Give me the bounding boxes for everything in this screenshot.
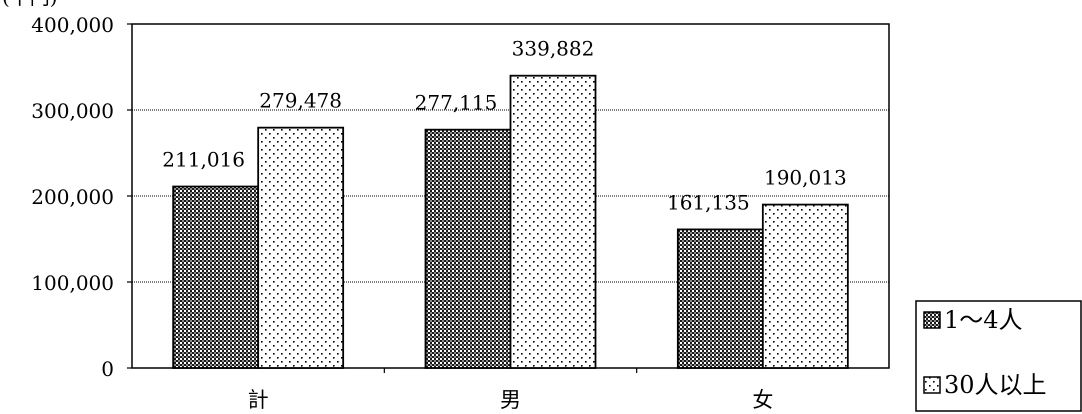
legend-swatch-30-plus (923, 376, 941, 394)
bar-1-4-1 (424, 128, 512, 369)
data-label: 339,882 (512, 37, 595, 61)
legend: 1～4人 30人以上 (915, 300, 1082, 412)
legend-swatch-1-4 (923, 311, 941, 329)
y-tick-label: 300,000 (31, 99, 114, 123)
legend-label-30-plus: 30人以上 (944, 371, 1047, 399)
data-labels: 211,016 279,478 277,115 339,882 161,135 190,0… (162, 37, 846, 215)
data-label: 279,478 (259, 89, 342, 113)
category-label: 男 (500, 388, 521, 412)
y-tick-label: 0 (101, 357, 114, 381)
category-label: 女 (752, 388, 773, 412)
bar-1-4-2 (676, 228, 764, 369)
data-label: 190,013 (764, 166, 847, 190)
category-label: 計 (248, 388, 269, 412)
x-axis-category-labels: 計男女 (248, 368, 773, 412)
y-tick-label: 200,000 (31, 185, 114, 209)
y-tick-label: 100,000 (31, 271, 114, 295)
bars (172, 74, 849, 369)
y-axis-tick-labels: 0 100,000 200,000 300,000 400,000 (31, 13, 132, 381)
data-label: 277,115 (415, 91, 498, 115)
bar-30-plus-0 (257, 126, 345, 369)
bar-30-plus-1 (509, 74, 597, 369)
y-tick-label: 400,000 (31, 13, 114, 37)
legend-label-1-4: 1～4人 (944, 306, 1023, 334)
data-label: 161,135 (667, 190, 750, 214)
y-axis-unit: (千円) (2, 0, 58, 9)
bar-1-4-0 (172, 185, 260, 369)
data-label: 211,016 (162, 148, 245, 172)
legend-border (915, 300, 1082, 412)
bar-30-plus-2 (761, 203, 849, 369)
